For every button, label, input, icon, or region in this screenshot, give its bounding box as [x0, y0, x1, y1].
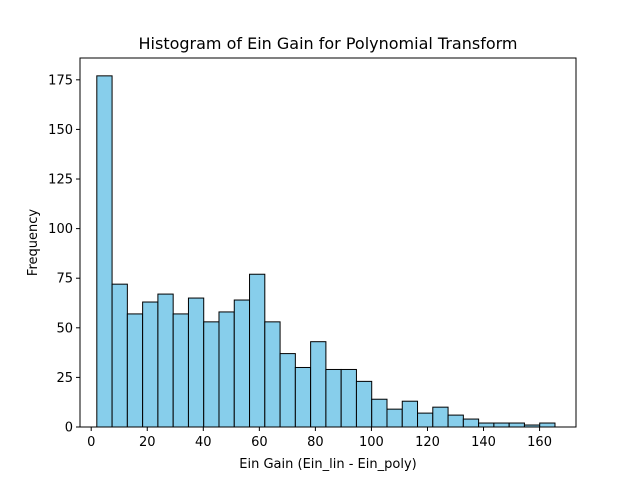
y-tick-label: 0 — [65, 421, 73, 436]
x-tick-label: 160 — [527, 435, 552, 450]
histogram-bar — [126, 313, 144, 428]
x-axis-label: Ein Gain (Ein_lin - Ein_poly) — [239, 457, 416, 472]
histogram-bar — [310, 341, 327, 428]
y-tick-label: 125 — [48, 173, 73, 188]
histogram-bar — [264, 321, 281, 428]
x-tick-label: 140 — [471, 435, 496, 450]
y-tick-label: 75 — [56, 272, 73, 287]
histogram-bar — [447, 414, 464, 428]
histogram-bar — [539, 422, 556, 428]
histogram-bar — [218, 311, 235, 428]
chart-title: Histogram of Ein Gain for Polynomial Tra… — [139, 34, 518, 53]
y-tick-label: 100 — [48, 222, 73, 237]
histogram-bar — [203, 321, 220, 428]
x-tick-label: 60 — [251, 435, 268, 450]
histogram-bar — [462, 418, 480, 428]
y-axis-ticks: 0 25 50 75 100 125 150 175 — [48, 73, 80, 436]
y-tick-label: 175 — [48, 73, 73, 88]
plot-area-frame — [79, 57, 577, 428]
x-tick-label: 120 — [415, 435, 440, 450]
x-tick-label: 40 — [195, 435, 212, 450]
histogram-bar — [157, 293, 174, 428]
histogram-bar — [187, 297, 205, 428]
x-tick-label: 80 — [307, 435, 324, 450]
histogram-bar — [401, 400, 419, 428]
x-tick-label: 100 — [359, 435, 384, 450]
histogram-bar — [417, 412, 434, 428]
x-axis-ticks: 0 20 40 60 80 100 120 140 160 — [87, 427, 552, 450]
histogram-bar — [386, 408, 403, 428]
histogram-bar — [340, 368, 357, 428]
x-tick-label: 20 — [139, 435, 156, 450]
x-tick-label: 0 — [87, 435, 95, 450]
histogram-bar — [508, 422, 525, 428]
bars-group — [96, 75, 556, 428]
histogram-bar — [96, 75, 113, 428]
histogram-bar — [233, 299, 251, 428]
histogram-bar — [478, 422, 495, 428]
histogram-bar — [432, 406, 449, 428]
histogram-bar — [111, 283, 128, 428]
histogram-bar — [294, 366, 312, 428]
histogram-bar — [279, 353, 296, 428]
histogram-bar — [493, 422, 510, 428]
histogram-bar — [355, 380, 373, 428]
histogram-bar — [325, 368, 342, 428]
y-axis-label: Frequency — [26, 209, 41, 276]
histogram-bar — [371, 398, 388, 428]
y-tick-label: 150 — [48, 123, 73, 138]
y-tick-label: 50 — [56, 321, 73, 336]
histogram-bar — [142, 301, 159, 428]
histogram-bar — [249, 273, 266, 428]
y-tick-label: 25 — [56, 371, 73, 386]
histogram-bar — [172, 313, 189, 428]
